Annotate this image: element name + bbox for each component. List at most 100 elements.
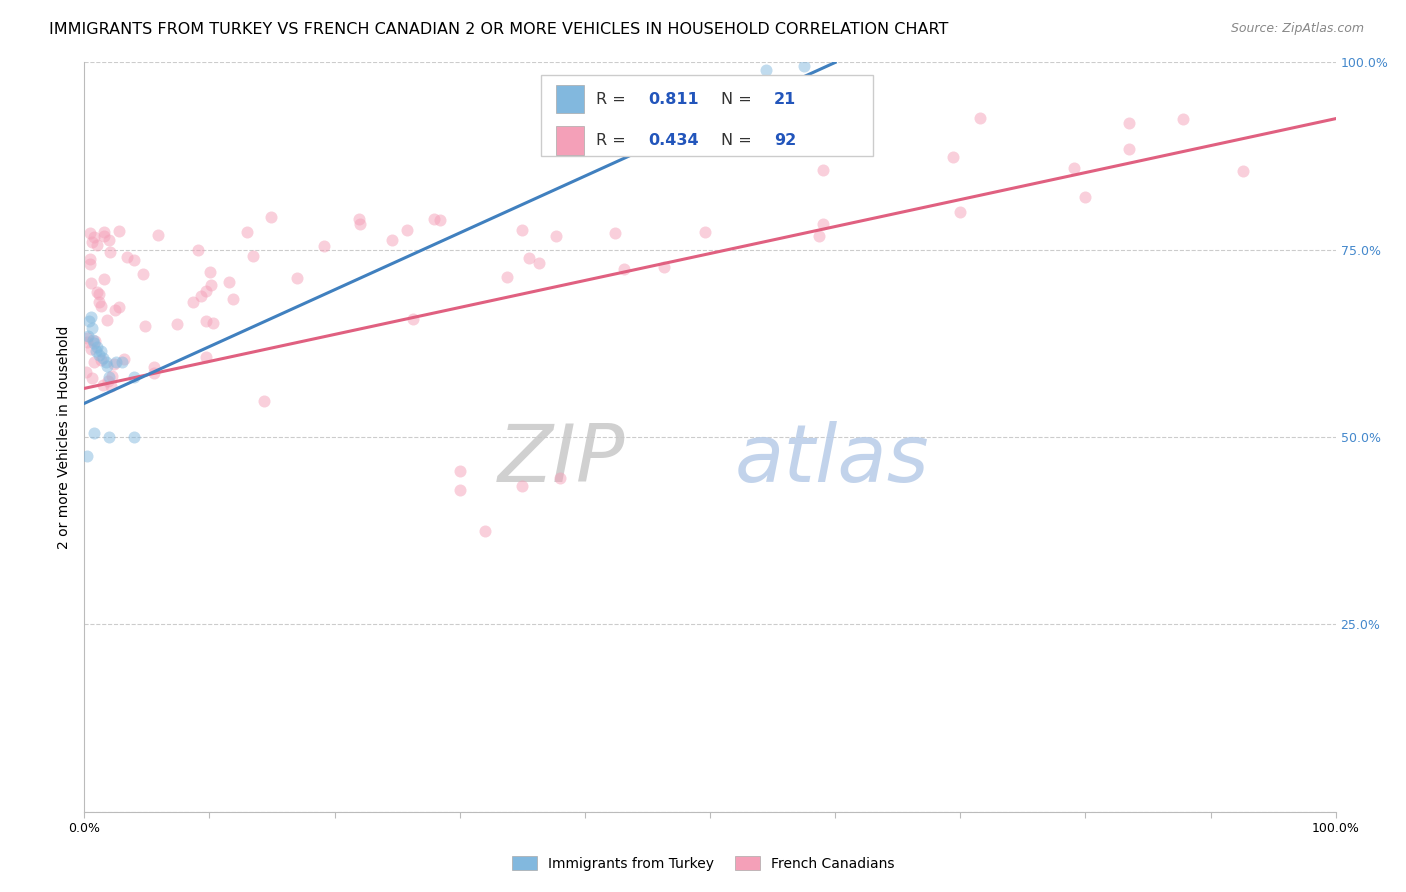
Point bbox=[124, 370, 146, 384]
Point bbox=[253, 393, 276, 408]
Point bbox=[496, 270, 519, 285]
Point bbox=[242, 249, 264, 263]
Text: R =: R = bbox=[596, 133, 631, 148]
Text: N =: N = bbox=[721, 133, 758, 148]
Point bbox=[1232, 164, 1254, 178]
Point bbox=[1118, 116, 1140, 130]
Point bbox=[517, 252, 540, 266]
Point bbox=[314, 239, 336, 253]
Point bbox=[80, 235, 103, 250]
Point bbox=[75, 365, 97, 379]
Point bbox=[80, 343, 103, 357]
Text: 21: 21 bbox=[773, 92, 796, 107]
Point bbox=[134, 318, 156, 333]
Point bbox=[87, 295, 110, 310]
Point bbox=[381, 233, 404, 247]
Point bbox=[83, 354, 105, 368]
Point bbox=[103, 357, 125, 371]
Point bbox=[97, 375, 120, 389]
Point bbox=[77, 329, 100, 343]
Point bbox=[98, 233, 121, 247]
Point bbox=[190, 289, 212, 303]
Point bbox=[79, 310, 101, 325]
Point bbox=[512, 479, 534, 493]
Point bbox=[187, 243, 209, 257]
Point bbox=[811, 217, 834, 231]
Point bbox=[93, 272, 115, 286]
Point bbox=[202, 316, 225, 330]
Text: atlas: atlas bbox=[735, 420, 929, 499]
Point bbox=[96, 312, 118, 326]
Point bbox=[969, 111, 991, 125]
Text: 92: 92 bbox=[773, 133, 796, 148]
Y-axis label: 2 or more Vehicles in Household: 2 or more Vehicles in Household bbox=[58, 326, 72, 549]
Point bbox=[423, 211, 446, 226]
Point bbox=[218, 275, 240, 289]
Point bbox=[603, 226, 626, 240]
Point bbox=[181, 294, 204, 309]
Point bbox=[104, 303, 127, 318]
Point bbox=[112, 352, 135, 367]
Point bbox=[527, 256, 550, 270]
Point bbox=[1063, 161, 1085, 175]
Point bbox=[93, 225, 115, 239]
Point bbox=[107, 300, 129, 314]
Point bbox=[89, 286, 111, 301]
FancyBboxPatch shape bbox=[557, 126, 583, 154]
Point bbox=[80, 321, 103, 335]
Point bbox=[143, 366, 166, 380]
Point bbox=[115, 250, 138, 264]
Point bbox=[236, 225, 259, 239]
Point bbox=[949, 205, 972, 219]
Point bbox=[195, 351, 218, 365]
Point bbox=[79, 257, 101, 271]
Text: Source: ZipAtlas.com: Source: ZipAtlas.com bbox=[1230, 22, 1364, 36]
Text: N =: N = bbox=[721, 92, 758, 107]
Point bbox=[402, 311, 425, 326]
Point bbox=[200, 277, 222, 292]
Point bbox=[84, 343, 107, 358]
Text: ZIP: ZIP bbox=[498, 420, 624, 499]
Point bbox=[89, 348, 111, 362]
Point bbox=[510, 223, 533, 237]
Point bbox=[93, 377, 115, 392]
Point bbox=[79, 314, 101, 328]
Point bbox=[143, 359, 166, 374]
Point bbox=[1118, 142, 1140, 156]
Text: 0.434: 0.434 bbox=[648, 133, 699, 148]
Point bbox=[449, 483, 471, 497]
Point bbox=[76, 331, 98, 345]
Point bbox=[83, 334, 105, 348]
Point bbox=[80, 370, 103, 384]
Point bbox=[813, 163, 835, 178]
Point bbox=[807, 229, 830, 244]
Point bbox=[755, 62, 778, 77]
Point bbox=[76, 449, 98, 463]
Point bbox=[83, 336, 105, 351]
Point bbox=[132, 268, 155, 282]
FancyBboxPatch shape bbox=[541, 75, 873, 156]
Point bbox=[90, 352, 112, 367]
Point bbox=[86, 285, 108, 299]
Point bbox=[194, 314, 217, 328]
Point bbox=[79, 252, 101, 266]
Point bbox=[942, 150, 965, 164]
Text: R =: R = bbox=[596, 92, 631, 107]
Text: 0.811: 0.811 bbox=[648, 92, 699, 107]
Point bbox=[76, 334, 98, 349]
Point bbox=[546, 229, 568, 244]
Point bbox=[194, 284, 217, 298]
Point bbox=[98, 370, 121, 384]
Point bbox=[86, 237, 108, 252]
Text: IMMIGRANTS FROM TURKEY VS FRENCH CANADIAN 2 OR MORE VEHICLES IN HOUSEHOLD CORREL: IMMIGRANTS FROM TURKEY VS FRENCH CANADIA… bbox=[49, 22, 949, 37]
Point bbox=[91, 351, 114, 366]
Point bbox=[198, 265, 221, 279]
Point bbox=[83, 230, 105, 244]
Point bbox=[613, 261, 636, 276]
Point bbox=[79, 226, 101, 240]
Point bbox=[96, 359, 118, 373]
Point bbox=[166, 317, 188, 331]
Legend: Immigrants from Turkey, French Canadians: Immigrants from Turkey, French Canadians bbox=[506, 850, 900, 876]
Point bbox=[693, 225, 716, 239]
Point bbox=[104, 355, 127, 369]
